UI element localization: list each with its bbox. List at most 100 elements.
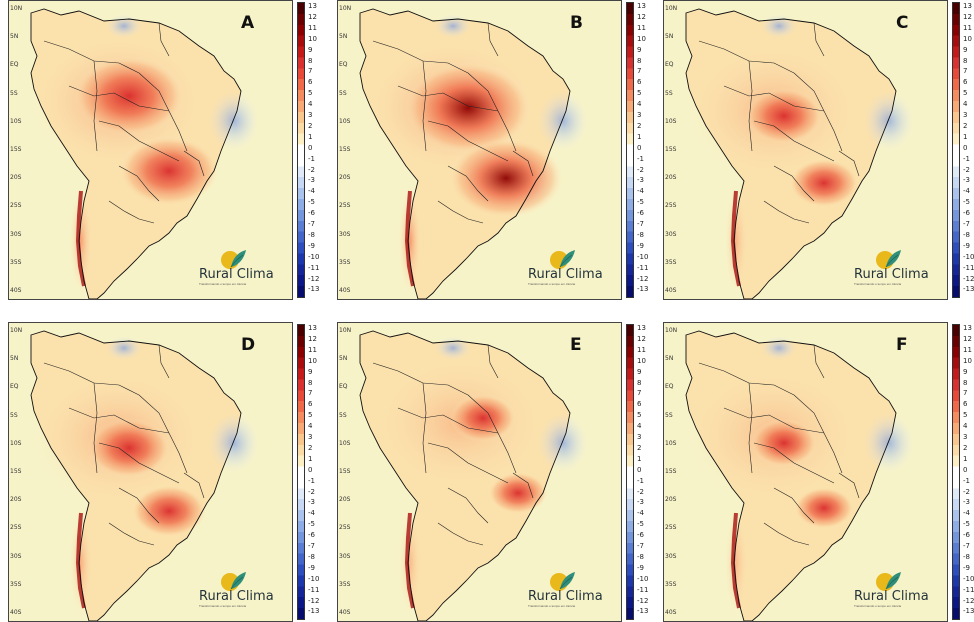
- latitude-label: 5N: [10, 33, 19, 41]
- country-border: [723, 85, 825, 112]
- colorbar-tick-label: 4: [637, 422, 642, 431]
- colorbar-tick-label: 8: [308, 378, 313, 387]
- country-border: [98, 442, 180, 484]
- country-border: [98, 120, 180, 162]
- colorbar-tick-label: -2: [637, 165, 644, 174]
- latitude-label: 15S: [665, 468, 677, 475]
- latitude-label: 25S: [10, 202, 22, 210]
- latitude-label: 35S: [339, 258, 351, 266]
- colorbar-tick-label: -1: [637, 476, 644, 485]
- logo-tagline: Transformando o tempo em ciência: [199, 604, 247, 608]
- colorbar-tick-label: -3: [308, 498, 315, 507]
- colorbar-tick-label: -2: [308, 165, 315, 174]
- country-border: [118, 165, 160, 202]
- colorbar-tick-label: 5: [308, 411, 313, 420]
- colorbar-labels: 13 12 11 10 9 8 7 6 5 4 3 2 1 0 -1 -2 -3 -4 -5 -6 -7 -8 -9 -10-…: [308, 2, 330, 298]
- colorbar-tick-label: -11: [637, 585, 649, 594]
- latitude-axis: 10N 5N EQ 5S 10S 15S 20S 25S 30S 35S 40S: [664, 323, 682, 621]
- logo-name: Rural Clima: [854, 267, 929, 282]
- cool-anomaly-north: [106, 14, 142, 38]
- colorbar-tick-label: -12: [963, 274, 974, 283]
- map-frame: 10N 5N EQ 5S 10S 15S 20S 25S 30S 35S 40S D Rural Cli…: [8, 322, 293, 622]
- latitude-label: 10N: [10, 327, 23, 334]
- colorbar: [952, 2, 960, 298]
- colorbar-tick-label: 9: [637, 45, 642, 54]
- colorbar-tick-label: -5: [637, 198, 644, 207]
- colorbar-tick-label: -11: [963, 585, 974, 594]
- rural-clima-logo-icon: [221, 572, 246, 591]
- colorbar-tick-label: -11: [963, 263, 974, 272]
- colorbar-tick-label: 6: [963, 78, 968, 87]
- latitude-label: 35S: [10, 258, 22, 266]
- country-border: [763, 200, 810, 224]
- colorbar-tick-label: -10: [637, 574, 649, 583]
- colorbar-tick-label: -1: [308, 476, 315, 485]
- latitude-label: 20S: [339, 496, 351, 504]
- colorbar-labels: 13 12 11 10 9 8 7 6 5 4 3 2 1 0 -1 -2 -3 -4 -5 -6 -7 -8 -9 -10-…: [308, 324, 330, 620]
- rural-clima-logo-icon: [550, 250, 575, 269]
- country-border: [487, 344, 499, 379]
- latitude-label: 10N: [665, 5, 678, 12]
- logo-name: Rural Clima: [854, 589, 929, 604]
- coastline: [359, 330, 571, 621]
- map-frame: 10N 5N EQ 5S 10S 15S 20S 25S 30S 35S 40S E Rural Cli…: [337, 322, 622, 622]
- latitude-label: 30S: [339, 552, 351, 560]
- colorbar-tick-label: 0: [963, 465, 968, 474]
- latitude-label: 5N: [665, 33, 674, 41]
- latitude-label: EQ: [10, 61, 19, 69]
- map-frame: 10N 5N EQ 5S 10S 15S 20S 25S 30S 35S 40S B Rural Cli…: [337, 0, 622, 300]
- colorbar-tick-label: 9: [637, 367, 642, 376]
- country-border: [838, 150, 860, 177]
- country-border: [138, 72, 188, 152]
- colorbar-tick-label: 1: [963, 454, 968, 463]
- country-border: [93, 382, 98, 474]
- panel-letter: E: [570, 335, 582, 355]
- colorbar-tick-label: -10: [637, 252, 649, 261]
- latitude-label: 5N: [665, 355, 674, 363]
- hot-anomaly-core-south: [789, 158, 859, 208]
- colorbar-tick-label: -9: [637, 241, 644, 250]
- colorbar-tick-label: 7: [308, 389, 313, 398]
- colorbar-tick-label: -5: [308, 520, 315, 529]
- country-border: [183, 472, 205, 499]
- hot-anomaly-core-north: [745, 88, 823, 144]
- andes-warm-strip: [398, 508, 422, 618]
- country-border: [422, 382, 427, 474]
- country-border: [138, 394, 188, 474]
- coastline: [30, 330, 242, 621]
- colorbar-tick-label: -9: [637, 563, 644, 572]
- colorbar-tick-label: 1: [637, 132, 642, 141]
- latitude-label: 35S: [665, 580, 677, 588]
- colorbar-tick-label: 5: [637, 411, 642, 420]
- colorbar-tick-label: 3: [963, 433, 968, 441]
- colorbar-tick-label: -5: [963, 198, 970, 207]
- colorbar-tick-label: 9: [963, 45, 968, 54]
- logo-tagline: Transformando o tempo em ciência: [199, 282, 247, 286]
- colorbar-tick-label: -4: [637, 509, 644, 518]
- latitude-label: 40S: [10, 287, 22, 294]
- colorbar-tick-label: -1: [963, 154, 970, 163]
- map-panel-e: 10N 5N EQ 5S 10S 15S 20S 25S 30S 35S 40S E Rural Cli…: [329, 322, 648, 622]
- logo-tagline: Transformando o tempo em ciência: [854, 604, 902, 608]
- latitude-label: 35S: [10, 580, 22, 588]
- logo-tagline: Transformando o tempo em ciência: [528, 604, 576, 608]
- colorbar-tick-label: 1: [308, 132, 313, 141]
- andes-hot-line: [404, 512, 415, 609]
- latitude-label: 30S: [339, 230, 351, 238]
- colorbar-tick-label: 11: [963, 23, 972, 32]
- colorbar-tick-label: 10: [308, 356, 317, 365]
- colorbar-tick-label: 0: [637, 143, 642, 152]
- temperature-anomaly-map: [9, 1, 292, 299]
- colorbar-tick-label: -8: [963, 230, 970, 239]
- latitude-label: EQ: [339, 383, 348, 391]
- colorbar-tick-label: 12: [637, 12, 646, 21]
- country-border: [447, 165, 489, 202]
- colorbar-tick-label: -6: [963, 531, 970, 540]
- latitude-label: 15S: [339, 468, 351, 475]
- cool-anomaly-north: [761, 14, 797, 38]
- colorbar-tick-label: 9: [308, 45, 313, 54]
- colorbar-tick-label: -7: [963, 542, 970, 550]
- colorbar-tick-label: 11: [308, 23, 317, 32]
- country-border: [723, 407, 825, 434]
- colorbar-tick-label: -2: [308, 487, 315, 496]
